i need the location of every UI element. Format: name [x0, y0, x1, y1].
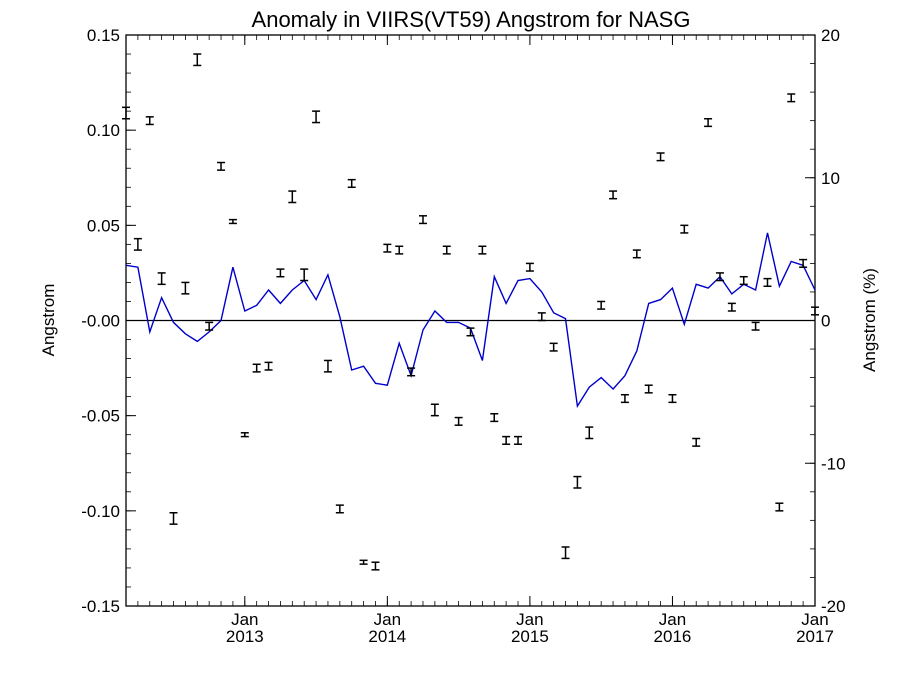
error-bar	[632, 249, 641, 259]
error-bar	[145, 116, 154, 126]
y-tick-label-right: 10	[821, 169, 840, 188]
y-tick-label-right: -10	[821, 454, 846, 473]
error-bar	[490, 413, 499, 423]
x-tick-label-month: Jan	[374, 610, 401, 629]
error-bar	[573, 475, 582, 489]
error-bar	[193, 53, 202, 67]
x-tick-label-year: 2016	[654, 627, 692, 646]
error-bar	[359, 559, 368, 565]
error-bar	[466, 327, 475, 337]
error-bar	[205, 321, 214, 331]
y-tick-label-left: 0.10	[87, 121, 120, 140]
x-tick-label-year: 2014	[368, 627, 406, 646]
error-bar	[323, 359, 332, 373]
x-tick-label-month: Jan	[659, 610, 686, 629]
error-bar	[704, 117, 713, 128]
error-bar	[228, 218, 237, 225]
error-bar	[609, 190, 618, 200]
y-tick-label-right: -20	[821, 597, 846, 616]
error-bar	[668, 393, 677, 404]
error-bar	[371, 561, 380, 571]
error-bar	[288, 190, 297, 204]
error-bar	[133, 237, 142, 251]
error-bar	[585, 426, 594, 440]
error-bar	[692, 437, 701, 447]
error-bar	[620, 393, 629, 404]
error-bar	[715, 272, 724, 282]
y-tick-label-left: -0.05	[81, 407, 120, 426]
error-bar	[418, 215, 427, 225]
error-bar	[799, 258, 808, 268]
plot-area: 0.15 0.10 0.05 -0.00 -0.05 -0.10 -0.15 20 10 0 -10…	[81, 26, 845, 646]
chart-title: Anomaly in VIIRS(VT59) Angstrom for NASG	[252, 7, 691, 32]
anomaly-line	[125, 232, 816, 409]
x-tick-label-year: 2015	[511, 627, 549, 646]
error-bar	[763, 277, 772, 287]
error-bar	[335, 504, 344, 514]
error-bar	[502, 435, 511, 445]
error-bar	[537, 312, 546, 322]
error-bar	[751, 321, 760, 331]
error-bar	[597, 300, 606, 310]
error-bar	[514, 435, 523, 445]
y-tick-label-left: 0.15	[87, 26, 120, 45]
y-tick-label-right: 0	[821, 312, 830, 331]
error-bar	[454, 416, 463, 426]
error-bar	[549, 342, 558, 352]
y-axis-label-right: Angstrom (%)	[860, 268, 879, 372]
error-bar	[478, 245, 487, 255]
error-bar	[430, 403, 439, 417]
error-bar	[561, 546, 570, 560]
error-bar	[300, 268, 309, 282]
error-bar	[727, 302, 736, 312]
x-tick-label-month: Jan	[231, 610, 258, 629]
error-bar	[169, 511, 178, 525]
error-bar	[252, 363, 261, 373]
x-tick-label-month: Jan	[516, 610, 543, 629]
error-bar	[644, 384, 653, 394]
y-tick-label-left: -0.10	[81, 502, 120, 521]
x-tick-label-year: 2017	[796, 627, 834, 646]
error-bar	[240, 432, 249, 438]
error-bar	[383, 243, 392, 253]
error-bar	[442, 245, 451, 255]
error-bar	[739, 275, 748, 286]
error-bar	[787, 93, 796, 103]
error-bar	[680, 224, 689, 234]
error-bar	[276, 268, 285, 278]
error-bar	[181, 281, 190, 295]
y-tick-label-left: -0.00	[81, 312, 120, 331]
error-bar	[395, 245, 404, 255]
y-axis-label-left: Angstrom	[39, 284, 58, 357]
error-bar	[811, 306, 819, 316]
error-bar	[775, 502, 784, 512]
error-bar	[312, 110, 321, 124]
error-bar	[264, 361, 273, 371]
y-tick-label-left: 0.05	[87, 216, 120, 235]
error-bar	[157, 272, 166, 286]
x-tick-label-year: 2013	[226, 627, 264, 646]
error-bar	[407, 367, 416, 377]
error-bar	[217, 161, 226, 171]
y-tick-label-left: -0.15	[81, 597, 120, 616]
error-bar	[656, 152, 665, 162]
error-bar	[525, 262, 534, 272]
error-bar	[122, 106, 130, 120]
x-tick-label-month: Jan	[801, 610, 828, 629]
y-tick-label-right: 20	[821, 26, 840, 45]
error-bar	[347, 178, 356, 189]
